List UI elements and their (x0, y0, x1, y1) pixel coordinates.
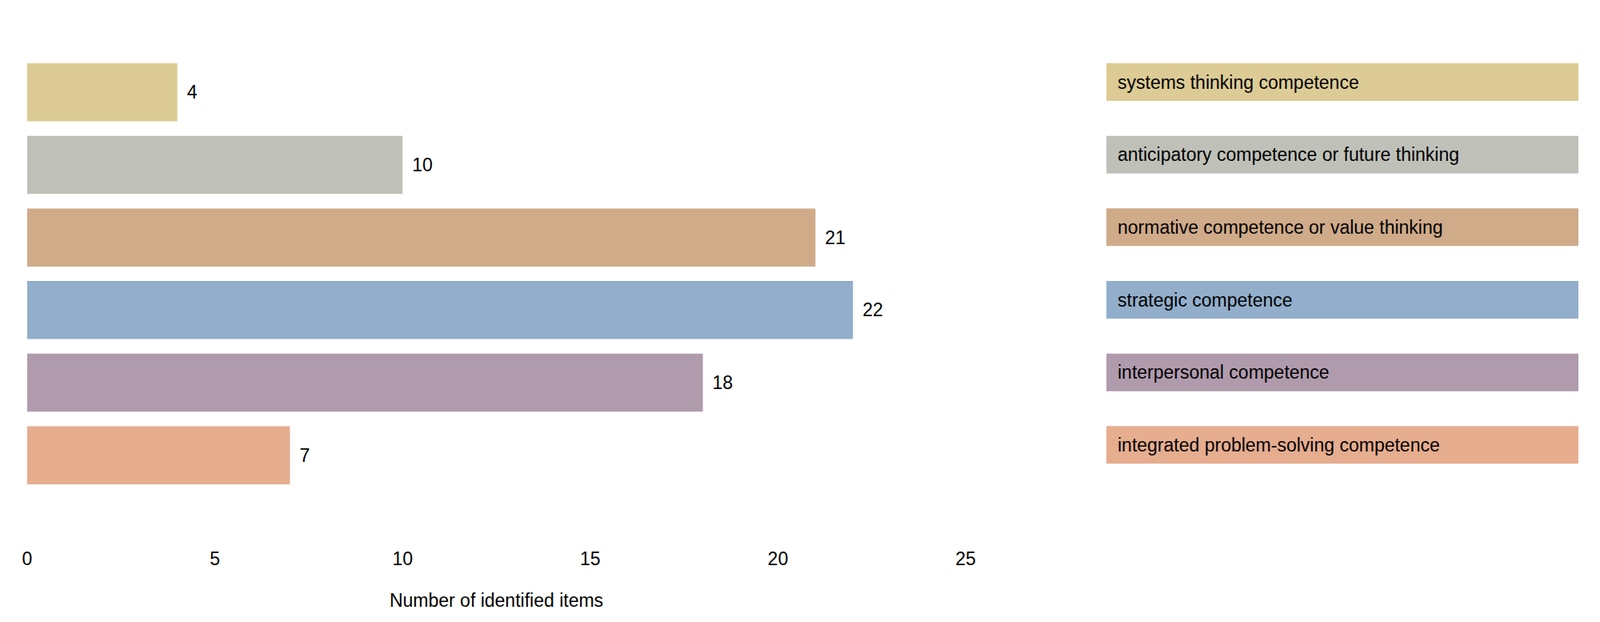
svg-text:0: 0 (22, 548, 33, 569)
svg-text:15: 15 (580, 548, 601, 569)
svg-text:Number of identified items: Number of identified items (389, 589, 604, 611)
svg-text:7: 7 (299, 444, 310, 466)
svg-text:strategic competence: strategic competence (1117, 289, 1293, 311)
svg-text:interpersonal competence: interpersonal competence (1117, 361, 1330, 383)
svg-text:22: 22 (862, 299, 884, 320)
svg-text:normative competence or value: normative competence or value thinking (1117, 216, 1444, 238)
svg-text:10: 10 (412, 154, 433, 176)
svg-text:systems thinking competence: systems thinking competence (1117, 72, 1360, 93)
svg-text:4: 4 (187, 81, 198, 103)
svg-text:18: 18 (712, 372, 734, 393)
svg-text:5: 5 (209, 548, 220, 569)
svg-text:integrated problem-solving com: integrated problem-solving competence (1117, 434, 1440, 456)
svg-text:anticipatory competence or fut: anticipatory competence or future thinki… (1117, 144, 1460, 165)
svg-text:21: 21 (824, 227, 846, 248)
svg-text:10: 10 (392, 548, 413, 569)
svg-text:25: 25 (955, 548, 976, 569)
svg-text:20: 20 (768, 548, 789, 569)
